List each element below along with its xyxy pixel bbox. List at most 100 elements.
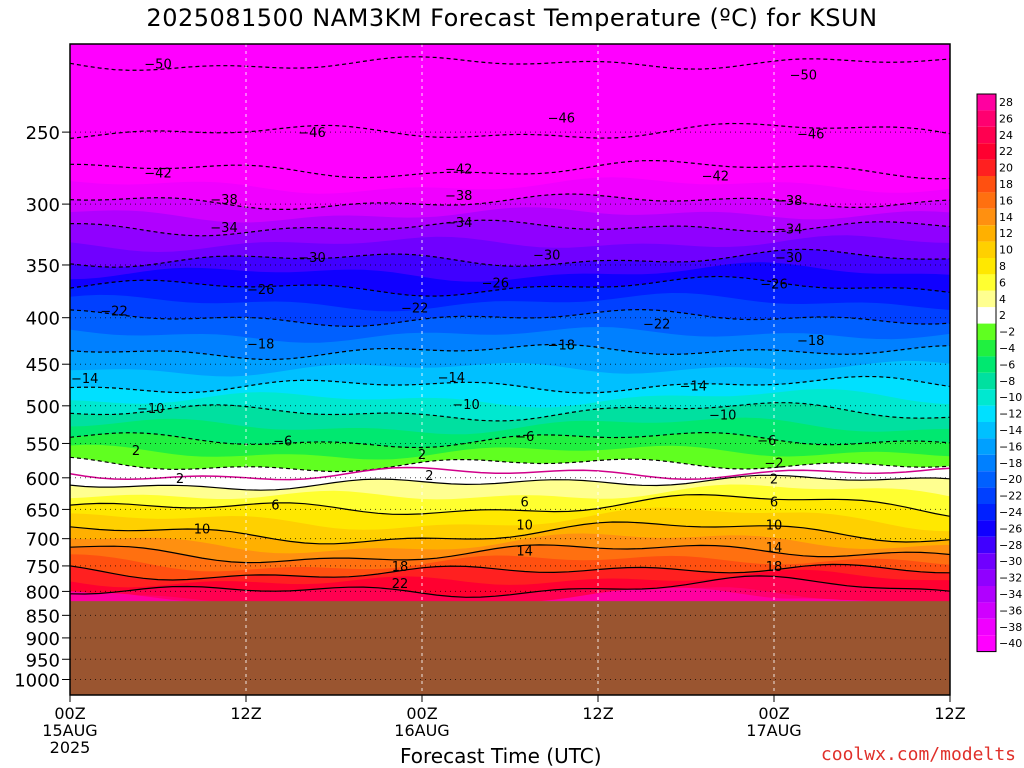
- colorbar-swatch: [977, 635, 996, 652]
- colorbar-label: −12: [999, 408, 1022, 421]
- contour-label: −30: [775, 251, 802, 266]
- colorbar-swatch: [977, 192, 996, 209]
- y-tick-label: 250: [26, 123, 60, 144]
- y-tick-label: 750: [26, 557, 60, 578]
- colorbar-swatch: [977, 110, 996, 127]
- isotherm-line: [70, 493, 950, 517]
- contour-label: 22: [392, 577, 409, 592]
- colorbar-label: −34: [999, 588, 1022, 601]
- isotherm-line: [70, 56, 950, 71]
- contour-label: 2: [132, 444, 140, 459]
- contour-label: 10: [516, 518, 533, 533]
- colorbar-swatch: [977, 208, 996, 226]
- colorbar-swatch: [977, 471, 996, 488]
- colorbar-label: −14: [999, 424, 1022, 437]
- colorbar-label: 28: [999, 96, 1013, 109]
- y-tick-label: 850: [26, 606, 60, 627]
- contour-label: 6: [770, 495, 778, 510]
- colorbar-label: −18: [999, 457, 1022, 470]
- x-tick-label: 16AUG: [394, 721, 449, 740]
- contour-label: 10: [194, 522, 211, 537]
- plot-frame: [69, 43, 951, 696]
- colorbar-label: −8: [999, 375, 1015, 388]
- x-tick-label: 17AUG: [746, 721, 801, 740]
- x-axis-label: Forecast Time (UTC): [400, 744, 602, 768]
- contour-label: 18: [392, 560, 409, 575]
- colorbar-label: 2: [999, 309, 1006, 322]
- contour-label: 6: [521, 495, 529, 510]
- y-tick-label: 300: [26, 195, 60, 216]
- y-tick-label: 500: [26, 397, 60, 418]
- contour-label: −50: [144, 57, 171, 72]
- colorbar-swatch: [977, 290, 996, 308]
- contour-label: −42: [445, 162, 472, 177]
- isotherm-line: [70, 456, 950, 473]
- isotherm-line: [70, 544, 950, 564]
- colorbar-label: 26: [999, 112, 1013, 125]
- contour-label: −14: [680, 380, 707, 395]
- colorbar-label: −30: [999, 555, 1022, 568]
- colorbar-swatch: [977, 487, 996, 504]
- isotherm-line: [70, 402, 950, 422]
- colorbar-swatch: [977, 553, 996, 570]
- colorbar-label: 22: [999, 145, 1013, 158]
- colorbar-swatch: [977, 618, 996, 636]
- colorbar-swatch: [977, 274, 996, 291]
- contour-label: −2: [764, 456, 783, 471]
- colorbar-label: 12: [999, 227, 1013, 240]
- temperature-contours: [70, 56, 950, 598]
- colorbar-label: 6: [999, 276, 1006, 289]
- x-tick-label: 00Z: [54, 704, 85, 723]
- isotherm-line: [70, 219, 950, 237]
- contour-label: −14: [71, 372, 98, 387]
- colorbar-swatch: [977, 225, 996, 242]
- isotherm-line: [70, 474, 950, 491]
- contour-label: −26: [482, 277, 509, 292]
- colorbar-label: −10: [999, 391, 1022, 404]
- grid-lines: [70, 44, 950, 695]
- contour-label: 2: [770, 472, 778, 487]
- isotherm-line: [70, 248, 950, 268]
- colorbar-swatch: [977, 405, 996, 422]
- x-tick-label: 12Z: [582, 704, 613, 723]
- x-tick-label: 12Z: [230, 704, 261, 723]
- contour-label: −46: [548, 112, 575, 127]
- colorbar-label: 16: [999, 194, 1013, 207]
- colorbar-label: −28: [999, 539, 1022, 552]
- x-tick-label: 00Z: [758, 704, 789, 723]
- isotherm-line: [70, 521, 950, 545]
- contour-label: −34: [775, 222, 802, 237]
- freezing-level-line: [70, 466, 950, 481]
- contour-label: −26: [760, 278, 787, 293]
- contour-label: −22: [643, 318, 670, 333]
- colorbar-swatch: [977, 176, 996, 193]
- contour-label: −14: [438, 371, 465, 386]
- contour-label: −10: [137, 402, 164, 417]
- colorbar-swatch: [977, 602, 996, 619]
- colorbar-swatch: [977, 356, 996, 373]
- colorbar-swatch: [977, 307, 996, 324]
- colorbar-label: −22: [999, 490, 1022, 503]
- x-tick-label: 12Z: [934, 704, 965, 723]
- contour-label: −30: [298, 251, 325, 266]
- colorbar-label: −6: [999, 358, 1015, 371]
- contour-label: 14: [516, 544, 533, 559]
- colorbar-legend: 28 26 24 22 20 18 16 14 12 10 8 6 4 2 −2 −4 −6 −8 −10 −12 −1…: [976, 93, 1022, 653]
- colorbar-label: 20: [999, 162, 1013, 175]
- contour-label: −34: [210, 221, 237, 236]
- contour-label: −50: [790, 68, 817, 83]
- contour-label: −34: [445, 216, 472, 231]
- colorbar-swatch: [977, 454, 996, 472]
- contour-label: −46: [797, 128, 824, 143]
- colorbar-swatch: [977, 126, 996, 144]
- contour-label: 2: [176, 472, 184, 487]
- y-tick-label: 950: [26, 650, 60, 671]
- y-tick-label: 350: [26, 256, 60, 277]
- contour-label: 6: [271, 499, 279, 514]
- y-tick-label: 900: [26, 629, 60, 650]
- contour-label: −22: [100, 305, 127, 320]
- contour-label: −38: [445, 189, 472, 204]
- colorbar-frame: [976, 93, 997, 653]
- colorbar-label: −32: [999, 572, 1022, 585]
